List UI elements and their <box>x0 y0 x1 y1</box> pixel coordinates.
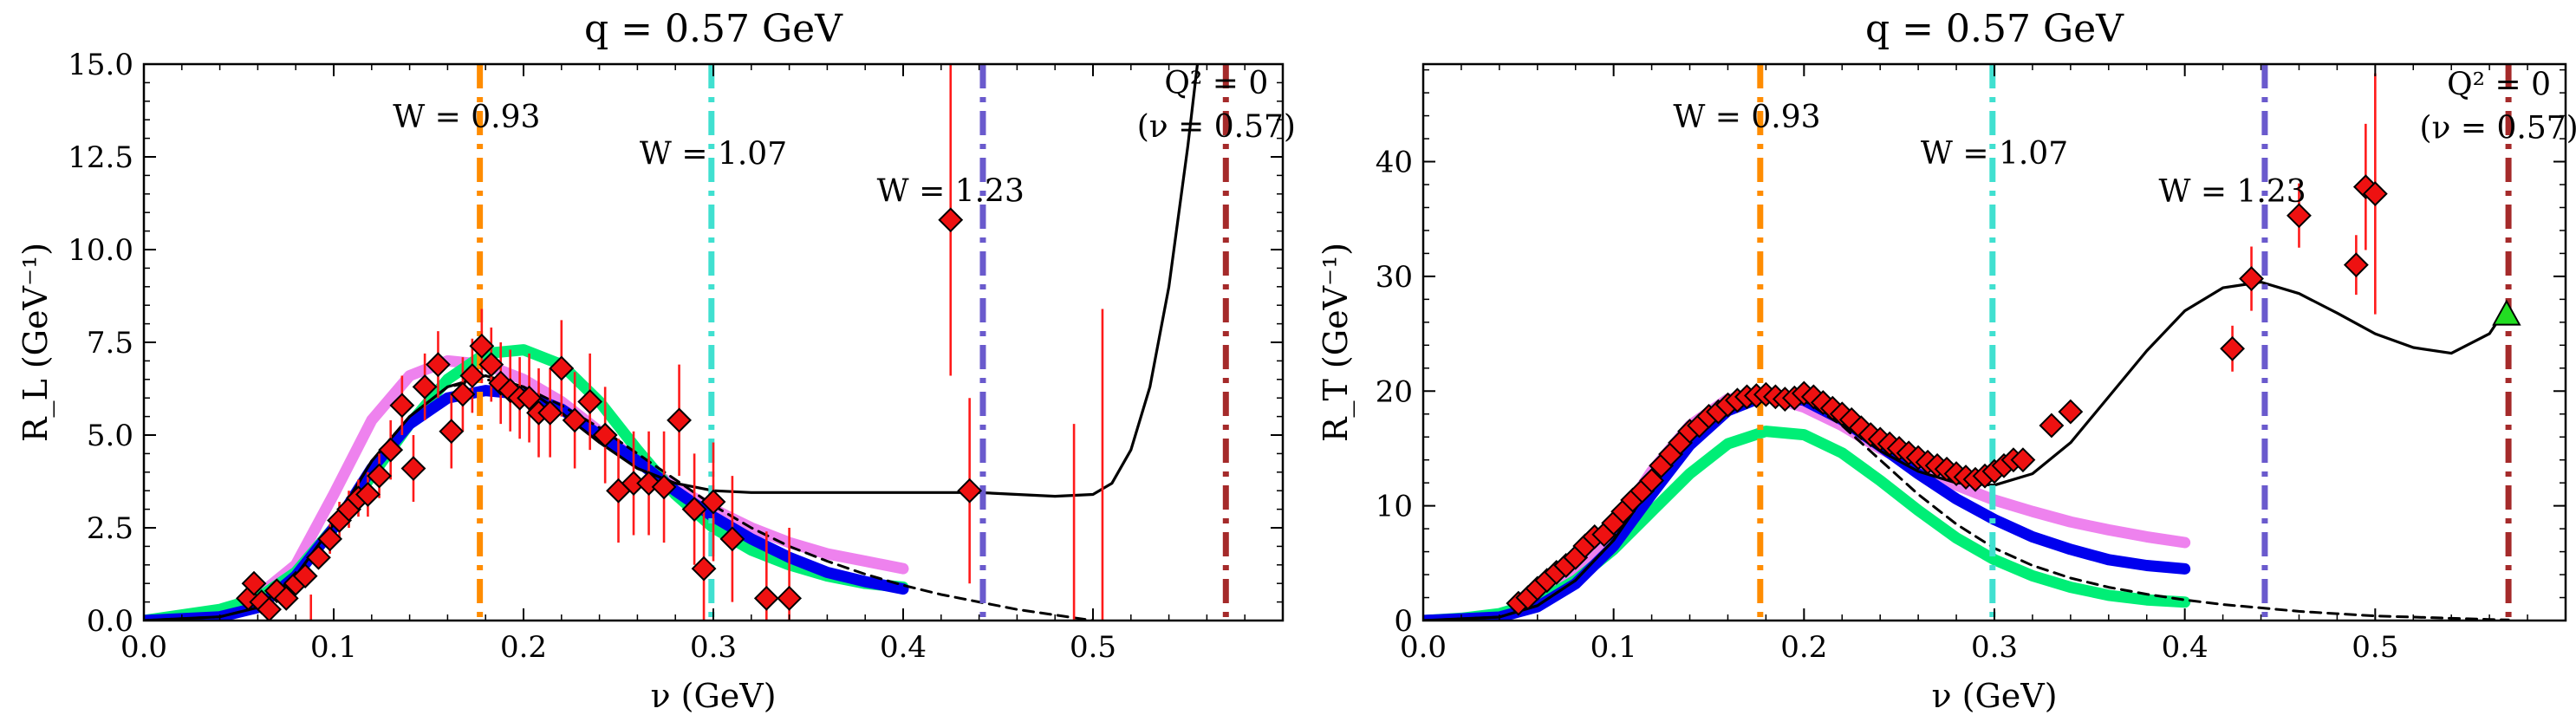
annotation-3: Q² = 0 <box>2447 68 2551 103</box>
y-tick-label: 2.5 <box>87 511 133 546</box>
data-point <box>537 400 563 426</box>
photon-point <box>2492 299 2521 326</box>
data-point <box>241 570 267 596</box>
annotation-2: W = 1.23 <box>2158 174 2306 210</box>
data-point <box>367 463 392 489</box>
data-point <box>412 374 438 400</box>
data-point <box>592 422 618 448</box>
series-4-line <box>1423 280 2510 621</box>
data-point <box>2239 266 2264 291</box>
y-tick-label: 0 <box>1394 604 1413 639</box>
data-points <box>236 207 983 621</box>
data-point <box>292 563 318 589</box>
data-point <box>400 456 426 481</box>
y-tick-label: 40 <box>1376 146 1413 180</box>
rl-panel: W = 0.93 W = 1.07 W = 1.23 Q² = 0 (ν = 0.57)… <box>16 7 1296 715</box>
y-axis-label: R_T (GeV⁻¹) <box>1317 243 1356 442</box>
data-point <box>562 407 588 433</box>
y-tick-label: 5.0 <box>87 419 133 453</box>
data-point <box>2010 447 2036 473</box>
data-point <box>439 419 465 445</box>
annotation-0: W = 0.93 <box>393 100 540 135</box>
x-tick-label: 0.5 <box>1070 630 1116 665</box>
x-tick-label: 0.2 <box>1780 630 1827 665</box>
data-point <box>651 474 677 500</box>
data-point <box>2039 413 2065 439</box>
data-point <box>577 389 603 414</box>
data-point <box>2220 335 2245 361</box>
data-point <box>517 385 542 411</box>
y-tick-label: 15.0 <box>68 48 133 82</box>
annotation-3: Q² = 0 <box>1164 66 1268 101</box>
data-point <box>1838 406 1864 432</box>
data-point <box>2343 252 2369 278</box>
data-point <box>719 526 745 552</box>
chart-title: q = 0.57 GeV <box>584 7 843 51</box>
y-tick-label: 10.0 <box>68 233 133 268</box>
x-tick-label: 0.0 <box>1400 630 1447 665</box>
data-point <box>426 352 451 378</box>
annotation-1: W = 1.07 <box>1921 136 2068 172</box>
data-point <box>700 489 726 515</box>
x-axis-label: ν (GeV) <box>1931 677 2057 715</box>
data-point <box>2362 181 2388 206</box>
data-point <box>2287 203 2312 229</box>
annotation-3-sub: (ν = 0.57) <box>1137 109 1296 145</box>
data-point <box>549 355 575 381</box>
data-point <box>691 556 717 582</box>
x-tick-label: 0.3 <box>690 630 737 665</box>
y-tick-label: 12.5 <box>68 140 133 175</box>
plot-area <box>1423 64 2521 621</box>
y-tick-label: 30 <box>1376 260 1413 295</box>
data-point <box>681 497 707 523</box>
x-tick-label: 0.3 <box>1971 630 2018 665</box>
annotation-0: W = 0.93 <box>1673 100 1820 135</box>
y-axis-label: R_L (GeV⁻¹) <box>16 243 55 442</box>
annotation-2: W = 1.23 <box>877 173 1025 209</box>
x-tick-label: 0.1 <box>1590 630 1637 665</box>
y-tick-label: 20 <box>1376 374 1413 409</box>
data-point <box>777 585 803 611</box>
x-tick-label: 0.5 <box>2352 630 2398 665</box>
x-tick-label: 0.4 <box>2162 630 2208 665</box>
data-point <box>450 381 476 407</box>
plot-area <box>144 64 1229 621</box>
x-tick-label: 0.1 <box>310 630 357 665</box>
data-point <box>306 544 331 570</box>
data-point <box>317 526 343 552</box>
x-tick-label: 0.2 <box>500 630 547 665</box>
data-points <box>1506 174 2388 616</box>
data-point <box>355 482 381 507</box>
data-point <box>459 363 485 388</box>
data-point <box>478 352 504 378</box>
rt-panel: W = 0.93 W = 1.07 W = 1.23 Q² = 0 (ν = 0.57)… <box>1317 7 2576 715</box>
y-tick-label: 7.5 <box>87 326 133 361</box>
chart-title: q = 0.57 GeV <box>1865 7 2124 51</box>
y-tick-label: 0.0 <box>87 604 133 639</box>
data-point <box>273 585 299 611</box>
data-point <box>938 207 964 233</box>
data-point <box>257 596 282 621</box>
data-point <box>469 333 495 359</box>
annotation-3-sub: (ν = 0.57) <box>2420 111 2576 146</box>
data-point <box>753 585 779 611</box>
data-point <box>957 478 983 504</box>
data-point <box>2058 399 2084 425</box>
x-tick-label: 0.0 <box>120 630 167 665</box>
x-tick-label: 0.4 <box>880 630 927 665</box>
data-point <box>389 393 415 419</box>
x-axis-label: ν (GeV) <box>650 677 776 715</box>
data-point <box>1639 468 1665 493</box>
data-point <box>378 437 404 463</box>
annotation-1: W = 1.07 <box>640 137 787 172</box>
series-4-line <box>144 64 1200 621</box>
y-tick-label: 10 <box>1376 490 1413 524</box>
data-point <box>667 407 692 433</box>
